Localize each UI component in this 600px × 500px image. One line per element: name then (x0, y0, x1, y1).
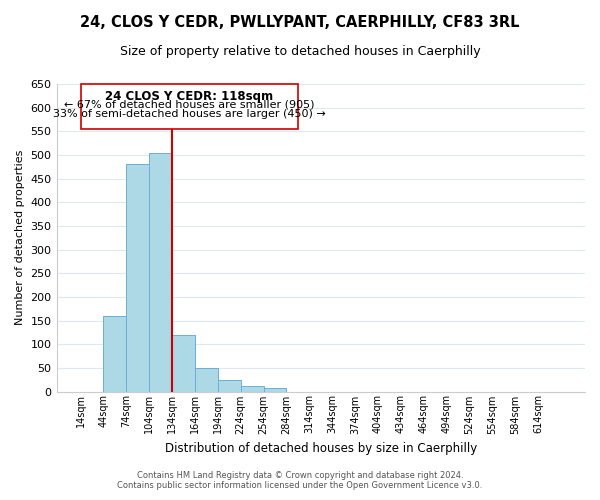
Text: 33% of semi-detached houses are larger (450) →: 33% of semi-detached houses are larger (… (53, 108, 326, 118)
Bar (241, 386, 263, 392)
Bar (263, 388, 286, 392)
Bar (195, 368, 218, 392)
Bar (149, 152, 172, 392)
Bar (127, 164, 149, 392)
Text: 24 CLOS Y CEDR: 118sqm: 24 CLOS Y CEDR: 118sqm (105, 90, 273, 102)
X-axis label: Distribution of detached houses by size in Caerphilly: Distribution of detached houses by size … (164, 442, 477, 455)
Text: ← 67% of detached houses are smaller (905): ← 67% of detached houses are smaller (90… (64, 99, 314, 109)
FancyBboxPatch shape (80, 84, 298, 129)
Text: Size of property relative to detached houses in Caerphilly: Size of property relative to detached ho… (119, 45, 481, 58)
Text: 24, CLOS Y CEDR, PWLLYPANT, CAERPHILLY, CF83 3RL: 24, CLOS Y CEDR, PWLLYPANT, CAERPHILLY, … (80, 15, 520, 30)
Bar (218, 380, 241, 392)
Y-axis label: Number of detached properties: Number of detached properties (15, 150, 25, 326)
Bar (172, 334, 195, 392)
Text: Contains HM Land Registry data © Crown copyright and database right 2024.
Contai: Contains HM Land Registry data © Crown c… (118, 470, 482, 490)
Bar (103, 316, 127, 392)
